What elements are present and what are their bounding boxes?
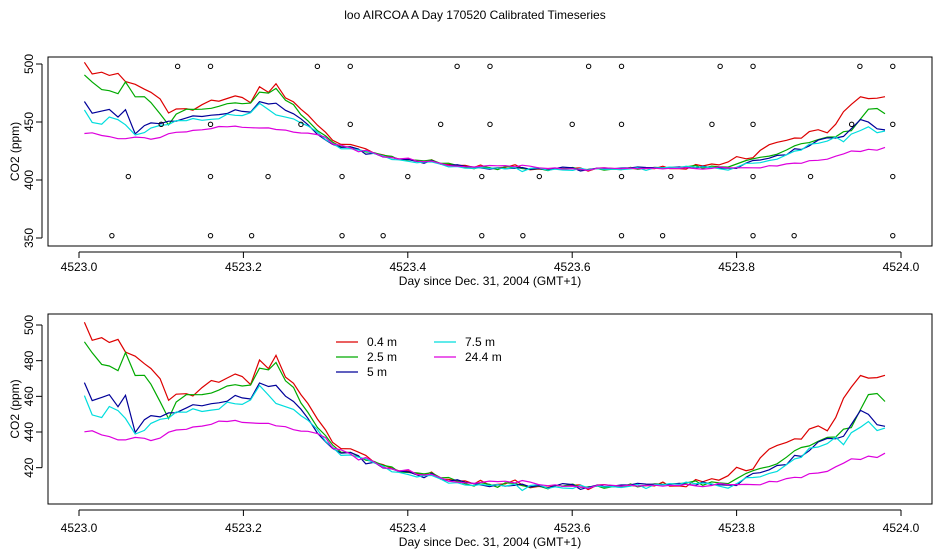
data-point-marker <box>890 63 896 70</box>
data-point-marker <box>339 173 345 180</box>
series-line-7-5-m <box>83 384 886 492</box>
data-point-marker <box>618 121 625 128</box>
data-point-marker <box>207 173 214 180</box>
data-point-marker <box>709 121 715 128</box>
data-point-marker <box>158 121 164 128</box>
data-point-marker <box>487 63 493 70</box>
plot-frame-2 <box>47 313 933 505</box>
data-point-marker <box>569 121 575 128</box>
data-point-marker <box>857 63 863 70</box>
data-point-marker <box>405 173 411 180</box>
x-tick-label: 4523.8 <box>718 260 755 274</box>
x-tick-label: 4524.0 <box>883 521 920 535</box>
data-point-marker <box>248 232 255 239</box>
data-point-marker <box>520 232 526 239</box>
legend-label: 24.4 m <box>465 350 502 364</box>
data-point-marker <box>618 63 625 70</box>
y-tick-label: 440 <box>22 422 36 442</box>
x-tick-label: 4523.2 <box>225 260 262 274</box>
data-point-marker <box>618 173 625 180</box>
data-point-marker <box>585 63 592 70</box>
data-point-marker <box>717 63 723 70</box>
series-line-5-m <box>83 382 886 491</box>
data-point-marker <box>207 63 214 70</box>
x-tick-label: 4523.0 <box>61 260 98 274</box>
data-point-marker <box>791 232 797 239</box>
x-tick-label: 4523.8 <box>718 521 755 535</box>
data-point-marker <box>454 63 460 70</box>
data-point-marker <box>890 173 896 180</box>
y-tick-label: 400 <box>22 170 36 190</box>
data-point-marker <box>890 232 896 239</box>
y-tick-label: 500 <box>22 54 36 74</box>
y-tick-label: 480 <box>22 350 36 370</box>
series-line-3 <box>83 101 886 172</box>
data-point-marker <box>487 121 493 128</box>
data-point-marker <box>207 232 214 239</box>
series-line-24-4-m <box>84 419 886 490</box>
legend-label: 2.5 m <box>367 350 397 364</box>
data-point-marker <box>848 121 855 128</box>
x-tick-label: 4523.0 <box>61 521 98 535</box>
series-line-5 <box>84 125 886 172</box>
x-tick-label: 4523.4 <box>389 521 426 535</box>
x-tick-label: 4523.4 <box>389 260 426 274</box>
x-tick-label: 4523.6 <box>554 521 591 535</box>
series-line-4 <box>83 102 886 173</box>
data-point-marker <box>174 63 181 70</box>
x-axis-label-1: Day since Dec. 31, 2004 (GMT+1) <box>399 274 581 288</box>
data-point-marker <box>668 173 674 180</box>
data-point-marker <box>479 232 485 239</box>
y-tick-label: 500 <box>22 315 36 335</box>
data-point-marker <box>536 173 543 180</box>
data-point-marker <box>125 173 132 180</box>
data-point-marker <box>890 121 896 128</box>
data-point-marker <box>347 121 353 128</box>
data-point-marker <box>339 232 345 239</box>
data-point-marker <box>750 63 756 70</box>
data-point-marker <box>750 121 756 128</box>
legend-label: 7.5 m <box>465 335 495 349</box>
plot-frame-1 <box>47 56 933 247</box>
y-tick-label: 460 <box>22 386 36 406</box>
y-tick-label: 450 <box>22 112 36 132</box>
data-point-marker <box>347 63 353 70</box>
data-point-marker <box>298 121 304 128</box>
x-tick-label: 4524.0 <box>883 260 920 274</box>
data-point-marker <box>750 173 756 180</box>
series-line-0-4-m <box>83 322 886 491</box>
data-point-marker <box>479 173 485 180</box>
x-tick-label: 4523.6 <box>554 260 591 274</box>
data-point-marker <box>314 63 321 70</box>
chart-title: loo AIRCOA A Day 170520 Calibrated Times… <box>344 8 606 22</box>
data-point-marker <box>437 121 444 128</box>
data-point-marker <box>750 232 756 239</box>
x-axis-label-2: Day since Dec. 31, 2004 (GMT+1) <box>399 535 581 549</box>
data-point-marker <box>380 232 386 239</box>
data-point-marker <box>659 232 666 239</box>
series-line-2-5-m <box>83 341 886 490</box>
series-line-2 <box>83 74 886 172</box>
y-tick-label: 420 <box>22 457 36 477</box>
data-point-marker <box>265 173 271 180</box>
data-point-marker <box>109 232 115 239</box>
y-axis-label-2: CO2 (ppm) <box>8 379 22 438</box>
data-point-marker <box>618 232 625 239</box>
y-tick-label: 350 <box>22 228 36 248</box>
legend-label: 0.4 m <box>367 335 397 349</box>
data-point-marker <box>807 173 814 180</box>
x-tick-label: 4523.2 <box>225 521 262 535</box>
legend-label: 5 m <box>367 365 387 379</box>
data-point-marker <box>207 121 214 128</box>
y-axis-label-1: CO2 (ppm) <box>8 122 22 181</box>
